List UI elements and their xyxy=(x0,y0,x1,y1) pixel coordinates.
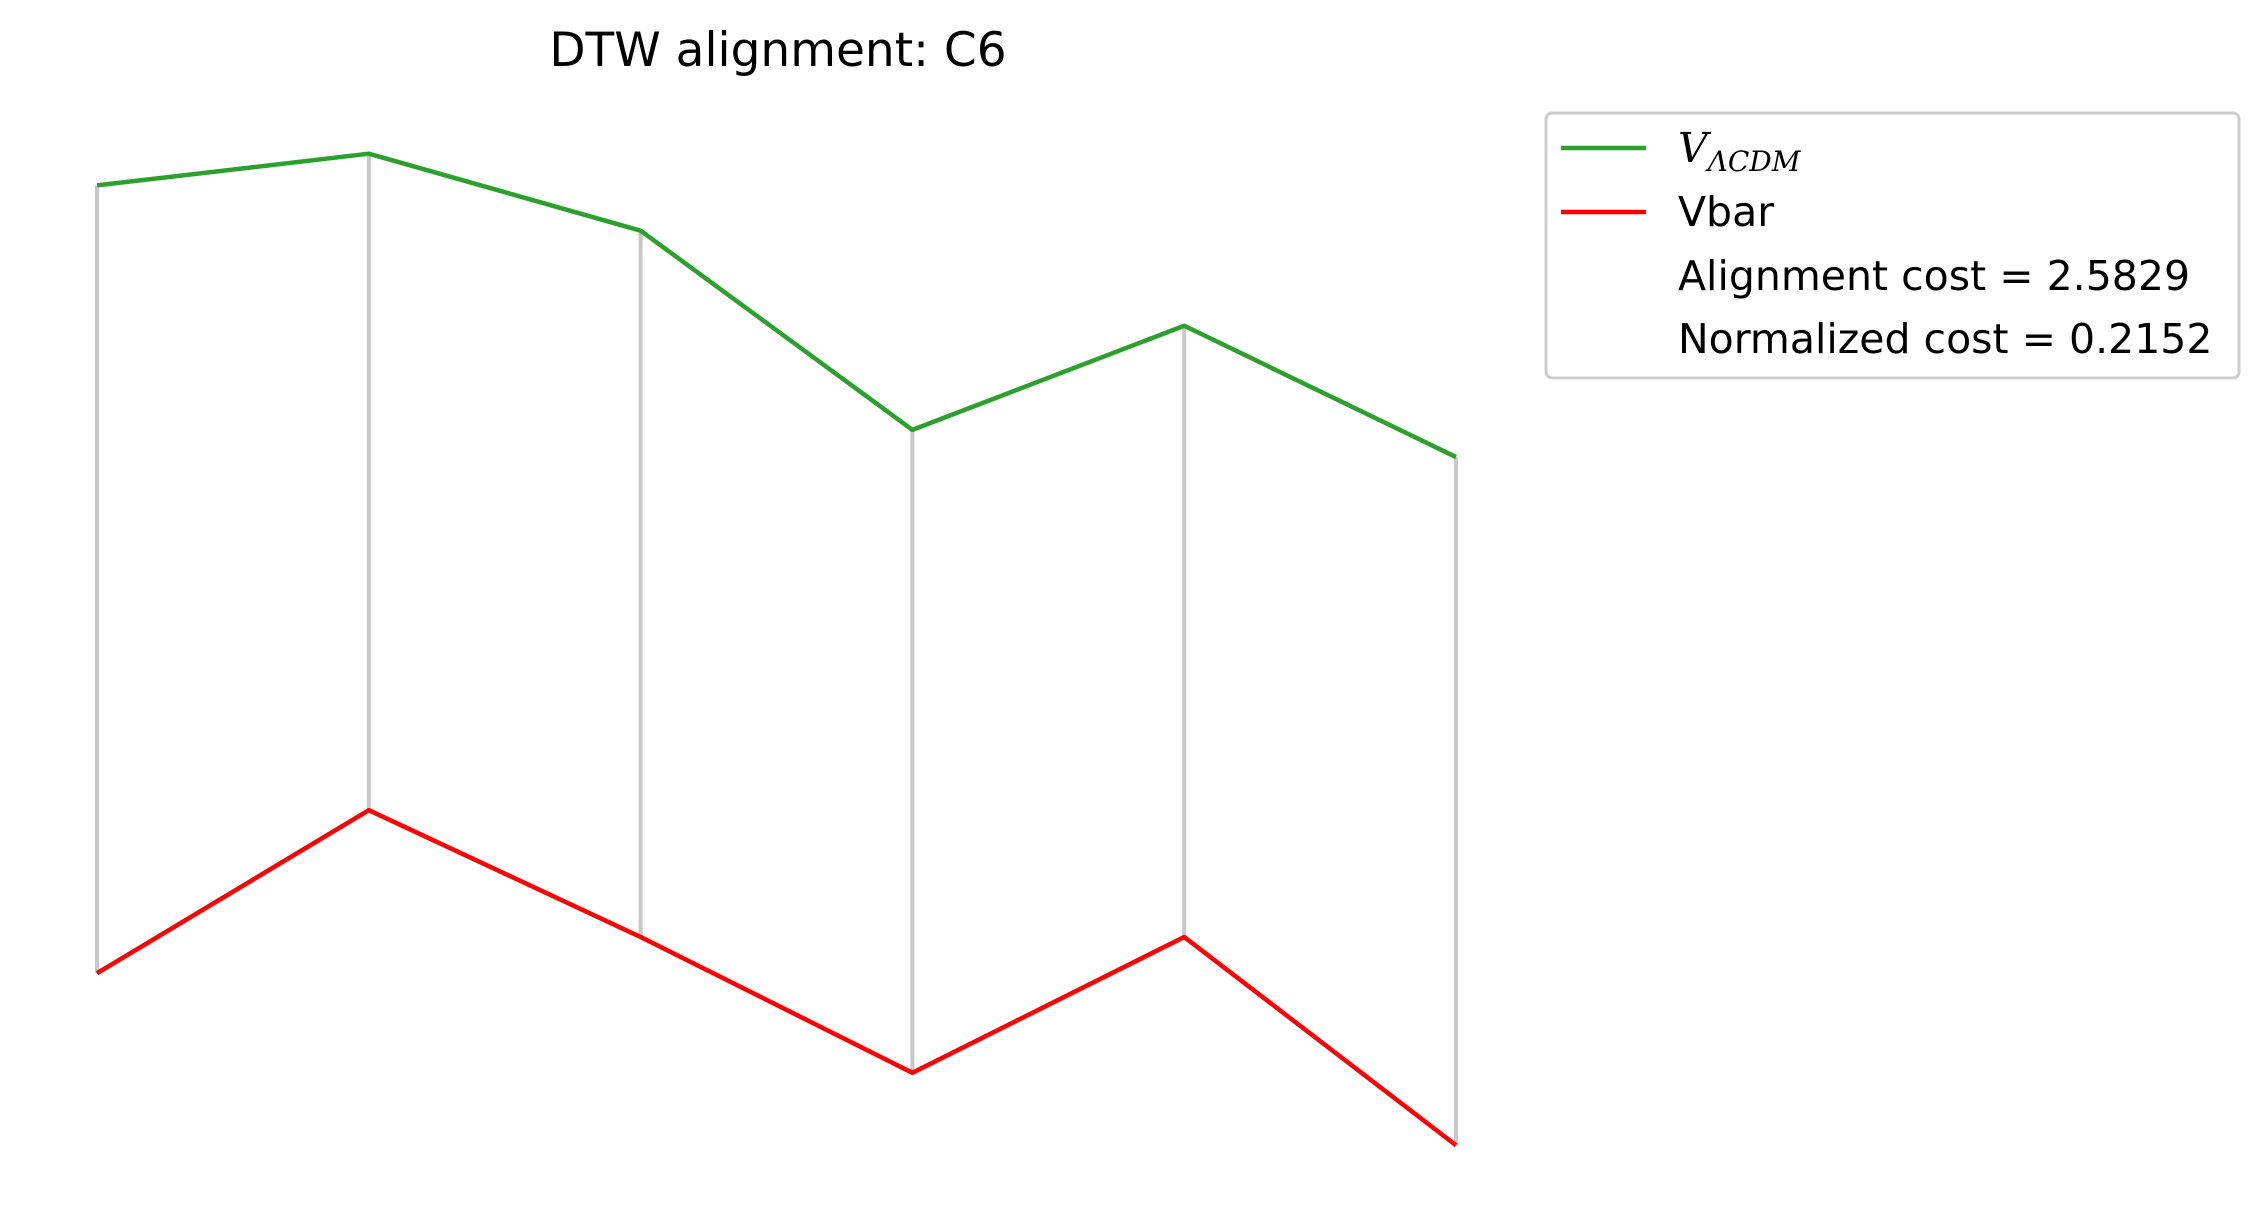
series-lines xyxy=(95,151,1458,1148)
legend-alignment-cost: Alignment cost = 2.5829 xyxy=(1678,252,2190,300)
alignment-lines xyxy=(95,153,1458,1146)
legend-label-v-lcdm-sub: ΛCDM xyxy=(1705,145,1802,178)
legend-label-v-lcdm: VΛCDM xyxy=(1678,124,1802,178)
series-line-v-lcdm xyxy=(96,151,1457,460)
plot-area xyxy=(95,151,1458,1148)
legend-normalized-cost: Normalized cost = 0.2152 xyxy=(1678,315,2212,363)
legend-label-v-lcdm-main: V xyxy=(1678,124,1712,172)
legend: VΛCDM Vbar Alignment cost = 2.5829 Norma… xyxy=(1544,111,2241,380)
series-line-vbar xyxy=(95,807,1458,1148)
legend-frame xyxy=(1544,111,2241,380)
legend-label-vbar: Vbar xyxy=(1678,188,1774,236)
chart-title: DTW alignment: C6 xyxy=(549,23,1006,78)
